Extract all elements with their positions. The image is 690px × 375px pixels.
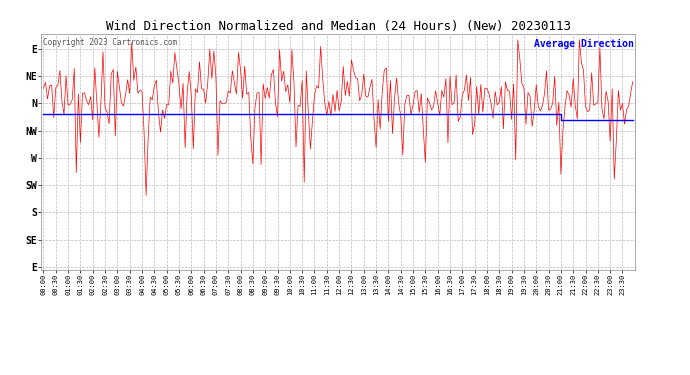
Text: Average Direction: Average Direction (534, 39, 633, 48)
Text: Copyright 2023 Cartronics.com: Copyright 2023 Cartronics.com (43, 39, 177, 48)
Title: Wind Direction Normalized and Median (24 Hours) (New) 20230113: Wind Direction Normalized and Median (24… (106, 20, 571, 33)
